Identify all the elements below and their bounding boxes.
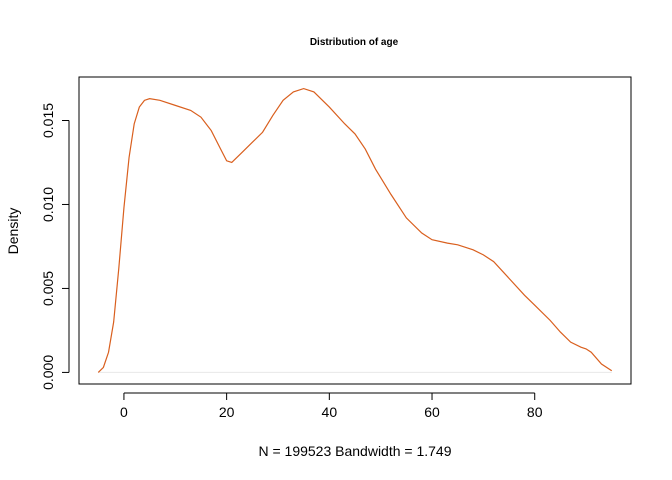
y-tick-label: 0.010	[40, 187, 56, 222]
y-axis-label: Density	[5, 208, 21, 255]
x-tick-label: 60	[424, 404, 440, 420]
plot-frame	[78, 76, 632, 385]
x-axis: 0 20 40 60 80	[120, 392, 543, 420]
density-curve	[97, 87, 613, 373]
y-tick-label: 0.000	[40, 355, 56, 390]
x-tick-label: 20	[219, 404, 235, 420]
x-tick-label: 40	[322, 404, 338, 420]
chart-title: Distribution of age	[310, 37, 399, 48]
y-tick-label: 0.015	[40, 103, 56, 138]
y-tick-label: 0.005	[40, 271, 56, 306]
x-axis-label: N = 199523 Bandwidth = 1.749	[258, 443, 451, 459]
y-axis: 0.000 0.005 0.010 0.015	[40, 103, 70, 390]
x-tick-label: 80	[527, 404, 543, 420]
x-tick-label: 0	[120, 404, 128, 420]
